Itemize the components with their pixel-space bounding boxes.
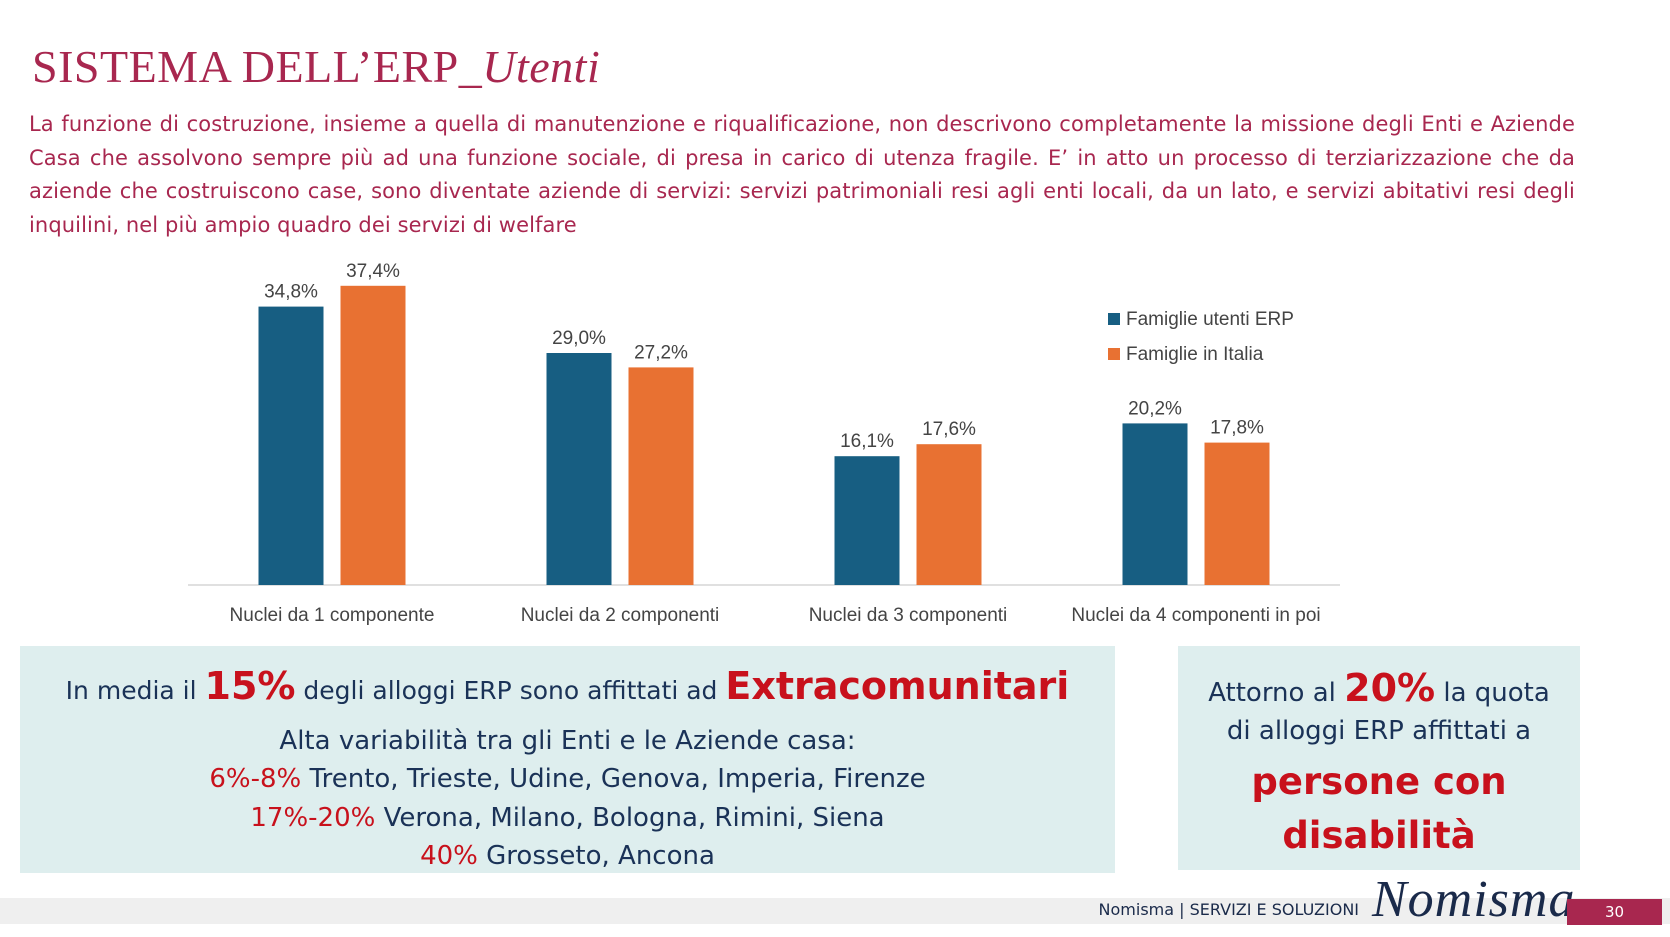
page-number: 30 [1567,899,1662,925]
range-cities: Verona, Milano, Bologna, Rimini, Siena [375,803,885,833]
title-italic: Utenti [482,41,601,92]
range-cities: Grosseto, Ancona [477,841,715,871]
variability-line: Alta variabilità tra gli Enti e le Azien… [279,726,856,756]
disabilita-line2: di alloggi ERP affittati a [1226,716,1532,746]
bar-erp [834,456,900,585]
disabilita-percentage: 20% [1344,666,1436,710]
nomisma-logo: Nomisma [1372,871,1576,928]
disabilita-big1: persone con [1251,760,1507,803]
footer-text: Nomisma | SERVIZI E SOLUZIONI [1098,900,1359,919]
title-main: SISTEMA DELL’ERP_ [32,41,483,92]
range-value: 40% [420,841,478,871]
headline-extracomunitari: Extracomunitari [725,664,1070,708]
data-label: 37,4% [346,261,400,282]
bar-italia [628,367,694,585]
range-row: 6%-8% Trento, Trieste, Udine, Genova, Im… [20,764,1115,794]
range-value: 6%-8% [209,764,302,794]
extracomunitari-headline: In media il 15% degli alloggi ERP sono a… [20,664,1115,708]
headline-pre: In media il [65,676,205,705]
bar-italia [916,444,982,585]
bar-erp [258,306,324,585]
page-title: SISTEMA DELL’ERP_Utenti [32,40,600,93]
data-label: 20,2% [1128,398,1182,419]
data-label: 17,8% [1210,418,1264,439]
disabilita-pre: Attorno al [1208,678,1345,708]
disabilita-box: Attorno al 20% la quota di alloggi ERP a… [1178,646,1580,870]
legend-swatch-erp [1108,313,1120,325]
legend-swatch-italia [1108,348,1120,360]
data-label: 16,1% [840,431,894,452]
range-row: 17%-20% Verona, Milano, Bologna, Rimini,… [20,803,1115,833]
data-label: 17,6% [922,419,976,440]
headline-percentage: 15% [204,664,296,708]
disabilita-line1: Attorno al 20% la quota [1178,666,1580,710]
extracomunitari-box: In media il 15% degli alloggi ERP sono a… [20,646,1115,873]
range-cities: Trento, Trieste, Udine, Genova, Imperia,… [301,764,926,794]
bar-erp [546,353,612,585]
data-label: 29,0% [552,328,606,349]
legend-label: Famiglie utenti ERP [1126,309,1294,330]
bar-italia [340,285,406,585]
range-value: 17%-20% [250,803,376,833]
category-label: Nuclei da 2 componenti [521,605,720,626]
disabilita-post: la quota [1435,678,1550,708]
category-label: Nuclei da 4 componenti in poi [1071,605,1320,626]
headline-mid: degli alloggi ERP sono affittati ad [295,676,726,705]
category-label: Nuclei da 1 componente [230,605,435,626]
legend-label: Famiglie in Italia [1126,344,1264,365]
bar-chart: 34,8% 37,4% Nuclei da 1 componente 29,0% 27,… [188,261,1340,626]
disabilita-big2: disabilità [1282,814,1476,857]
intro-paragraph: La funzione di costruzione, insieme a qu… [29,112,1575,237]
bar-erp [1122,423,1188,585]
data-label: 27,2% [634,342,688,363]
category-label: Nuclei da 3 componenti [809,605,1008,626]
footer-bar [0,898,1670,924]
data-label: 34,8% [264,282,318,303]
range-row: 40% Grosseto, Ancona [20,841,1115,871]
bar-italia [1204,442,1270,585]
